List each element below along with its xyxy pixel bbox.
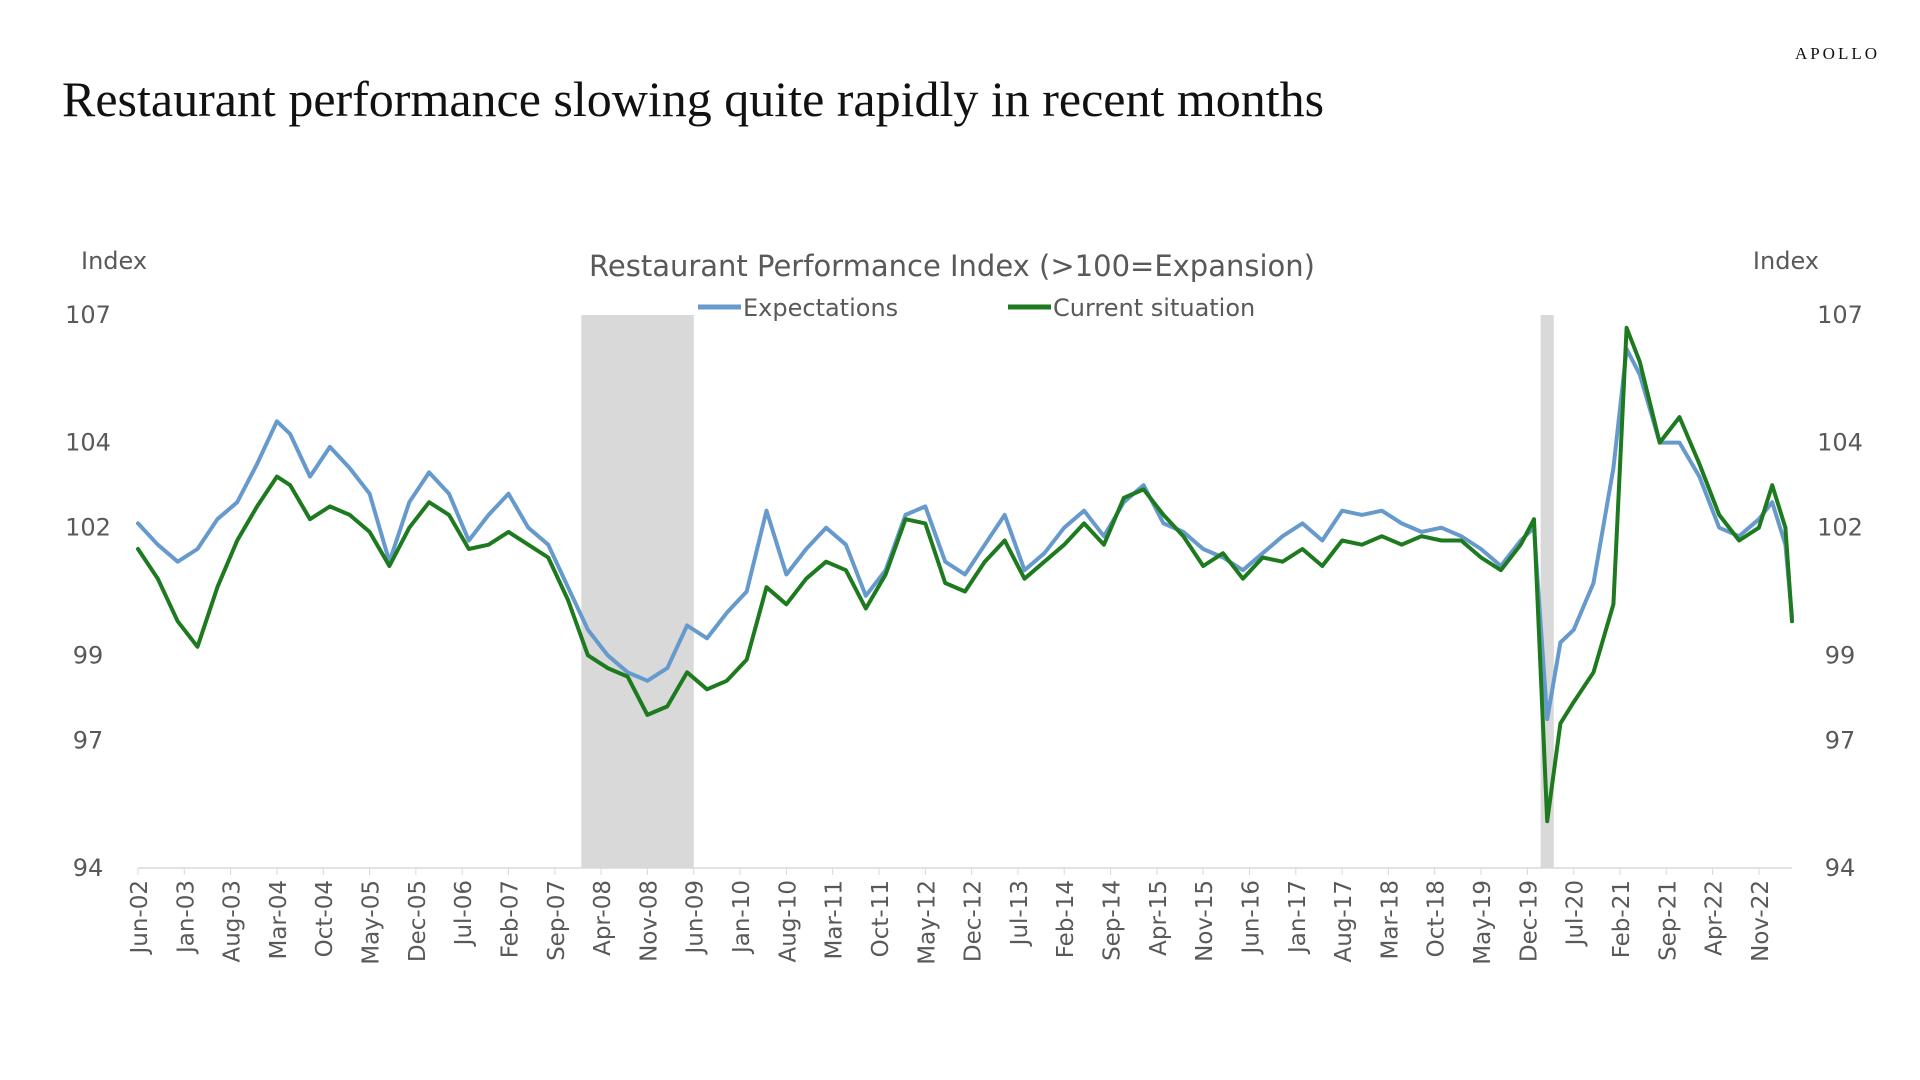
x-tick-label-may-19: May-19 [1470, 880, 1496, 965]
legend-label-expectations: Expectations [743, 294, 898, 322]
x-tick-label-dec-05: Dec-05 [405, 880, 431, 962]
left-axis-label: Index [81, 247, 147, 275]
x-tick-label-apr-08: Apr-08 [590, 880, 616, 956]
y-tick-right-107: 107 [1817, 301, 1863, 329]
recession-band-1 [581, 315, 694, 868]
y-tick-left-102: 102 [65, 514, 111, 542]
x-tick-label-sep-14: Sep-14 [1100, 880, 1126, 961]
x-tick-label-jun-02: Jun-02 [127, 880, 153, 956]
x-tick-label-dec-19: Dec-19 [1516, 880, 1542, 962]
y-tick-right-94: 94 [1825, 854, 1856, 882]
x-tick-label-feb-21: Feb-21 [1609, 880, 1635, 958]
x-tick-label-aug-17: Aug-17 [1331, 880, 1357, 962]
x-tick-label-sep-21: Sep-21 [1655, 880, 1681, 961]
legend-label-current-situation: Current situation [1053, 294, 1255, 322]
x-tick-label-oct-18: Oct-18 [1424, 880, 1450, 957]
y-tick-right-104: 104 [1817, 429, 1863, 457]
y-tick-left-94: 94 [73, 854, 104, 882]
chart-title: Restaurant Performance Index (>100=Expan… [589, 249, 1315, 283]
x-tick-label-oct-04: Oct-04 [312, 880, 338, 957]
y-tick-right-102: 102 [1817, 514, 1863, 542]
y-tick-left-107: 107 [65, 301, 111, 329]
page-title: Restaurant performance slowing quite rap… [62, 71, 1325, 127]
x-tick-label-oct-11: Oct-11 [868, 880, 894, 957]
x-tick-label-mar-18: Mar-18 [1377, 880, 1403, 960]
x-tick-label-dec-12: Dec-12 [961, 880, 987, 962]
x-tick-label-sep-07: Sep-07 [544, 880, 570, 961]
legend: Expectations Current situation [698, 294, 1255, 322]
x-tick-label-nov-15: Nov-15 [1192, 880, 1218, 962]
y-tick-right-97: 97 [1825, 726, 1856, 754]
y-tick-left-104: 104 [65, 429, 111, 457]
x-tick-label-mar-11: Mar-11 [822, 880, 848, 960]
y-tick-left-97: 97 [73, 726, 104, 754]
x-tick-label-apr-22: Apr-22 [1702, 880, 1728, 956]
right-axis-label: Index [1753, 247, 1819, 275]
x-tick-label-jan-10: Jan-10 [729, 880, 755, 955]
x-tick-label-aug-10: Aug-10 [775, 880, 801, 962]
x-tick-label-jul-13: Jul-13 [1007, 880, 1033, 947]
x-tick-label-feb-07: Feb-07 [497, 880, 523, 958]
x-tick-label-nov-08: Nov-08 [636, 880, 662, 962]
x-tick-label-feb-14: Feb-14 [1053, 880, 1079, 958]
x-tick-label-jul-20: Jul-20 [1563, 880, 1589, 947]
y-tick-left-99: 99 [73, 641, 104, 669]
x-tick-label-jan-17: Jan-17 [1285, 880, 1311, 955]
x-tick-label-nov-22: Nov-22 [1748, 880, 1774, 962]
x-tick-label-jan-03: Jan-03 [173, 880, 199, 955]
apollo-logo: APOLLO [1794, 44, 1880, 63]
series-line-current-situation [136, 325, 1794, 824]
x-tick-label-apr-15: Apr-15 [1146, 880, 1172, 956]
x-tick-label-aug-03: Aug-03 [220, 880, 246, 962]
x-tick-label-jun-09: Jun-09 [683, 880, 709, 956]
x-tick-label-may-05: May-05 [359, 880, 385, 965]
x-tick-label-mar-04: Mar-04 [266, 880, 292, 960]
x-tick-label-may-12: May-12 [914, 880, 940, 965]
series-line-expectations [136, 347, 1794, 722]
x-tick-label-jun-16: Jun-16 [1238, 880, 1264, 956]
x-tick-label-jul-06: Jul-06 [451, 880, 477, 947]
y-tick-right-99: 99 [1825, 641, 1856, 669]
